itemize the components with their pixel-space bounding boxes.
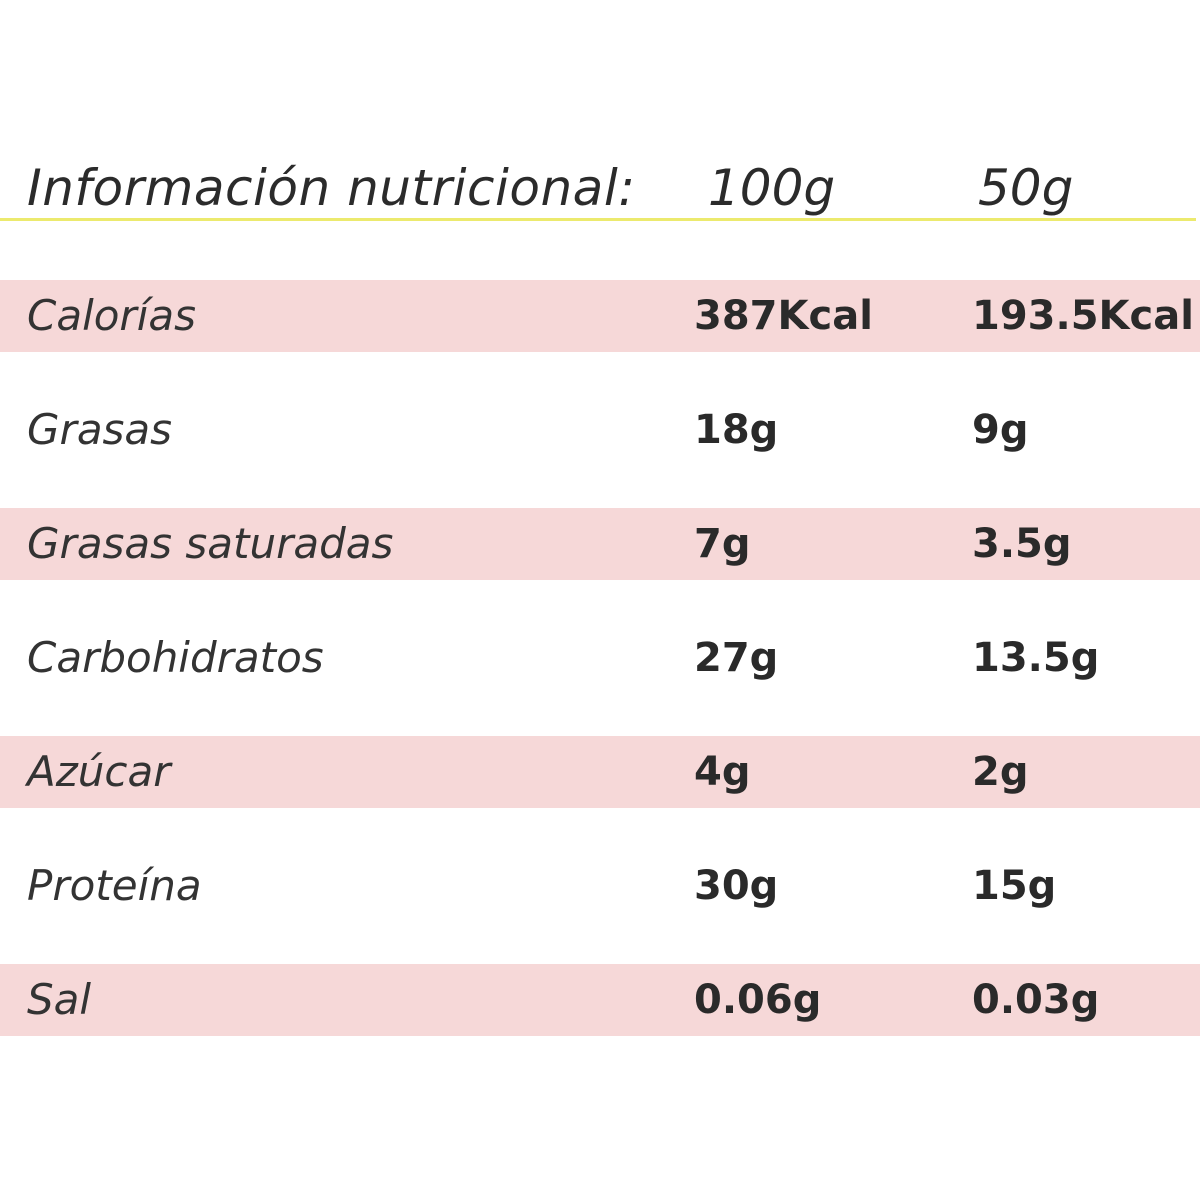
- table-row-carbohidratos: Carbohidratos 27g 13.5g: [0, 622, 1200, 694]
- value-per-50g: 3.5g: [972, 521, 1072, 567]
- value-per-50g: 0.03g: [972, 977, 1100, 1023]
- value-per-50g: 15g: [972, 863, 1057, 909]
- row-label: Sal: [27, 975, 92, 1024]
- row-label: Azúcar: [27, 747, 171, 796]
- table-row-calorias: Calorías 387Kcal 193.5Kcal: [0, 280, 1200, 352]
- table-row-azucar: Azúcar 4g 2g: [0, 736, 1200, 808]
- value-per-50g: 2g: [972, 749, 1029, 795]
- value-per-50g: 9g: [972, 407, 1029, 453]
- row-label: Carbohidratos: [27, 633, 324, 682]
- row-label: Proteína: [27, 861, 202, 910]
- table-row-grasas-saturadas: Grasas saturadas 7g 3.5g: [0, 508, 1200, 580]
- column-header-100g: 100g: [708, 159, 836, 217]
- row-label: Grasas saturadas: [27, 519, 394, 568]
- value-per-100g: 387Kcal: [694, 293, 873, 339]
- nutrition-header: Información nutricional: 100g 50g: [0, 150, 1200, 222]
- value-per-100g: 30g: [694, 863, 779, 909]
- value-per-100g: 4g: [694, 749, 751, 795]
- value-per-100g: 0.06g: [694, 977, 822, 1023]
- value-per-100g: 27g: [694, 635, 779, 681]
- row-label: Grasas: [27, 405, 173, 454]
- value-per-100g: 18g: [694, 407, 779, 453]
- nutrition-table: Calorías 387Kcal 193.5Kcal Grasas 18g 9g…: [0, 280, 1200, 1036]
- nutrition-title: Información nutricional:: [27, 159, 636, 217]
- column-header-50g: 50g: [978, 159, 1074, 217]
- table-row-sal: Sal 0.06g 0.03g: [0, 964, 1200, 1036]
- value-per-50g: 13.5g: [972, 635, 1100, 681]
- value-per-100g: 7g: [694, 521, 751, 567]
- table-row-proteina: Proteína 30g 15g: [0, 850, 1200, 922]
- value-per-50g: 193.5Kcal: [972, 293, 1194, 339]
- table-row-grasas: Grasas 18g 9g: [0, 394, 1200, 466]
- row-label: Calorías: [27, 291, 196, 340]
- header-divider: [0, 218, 1196, 221]
